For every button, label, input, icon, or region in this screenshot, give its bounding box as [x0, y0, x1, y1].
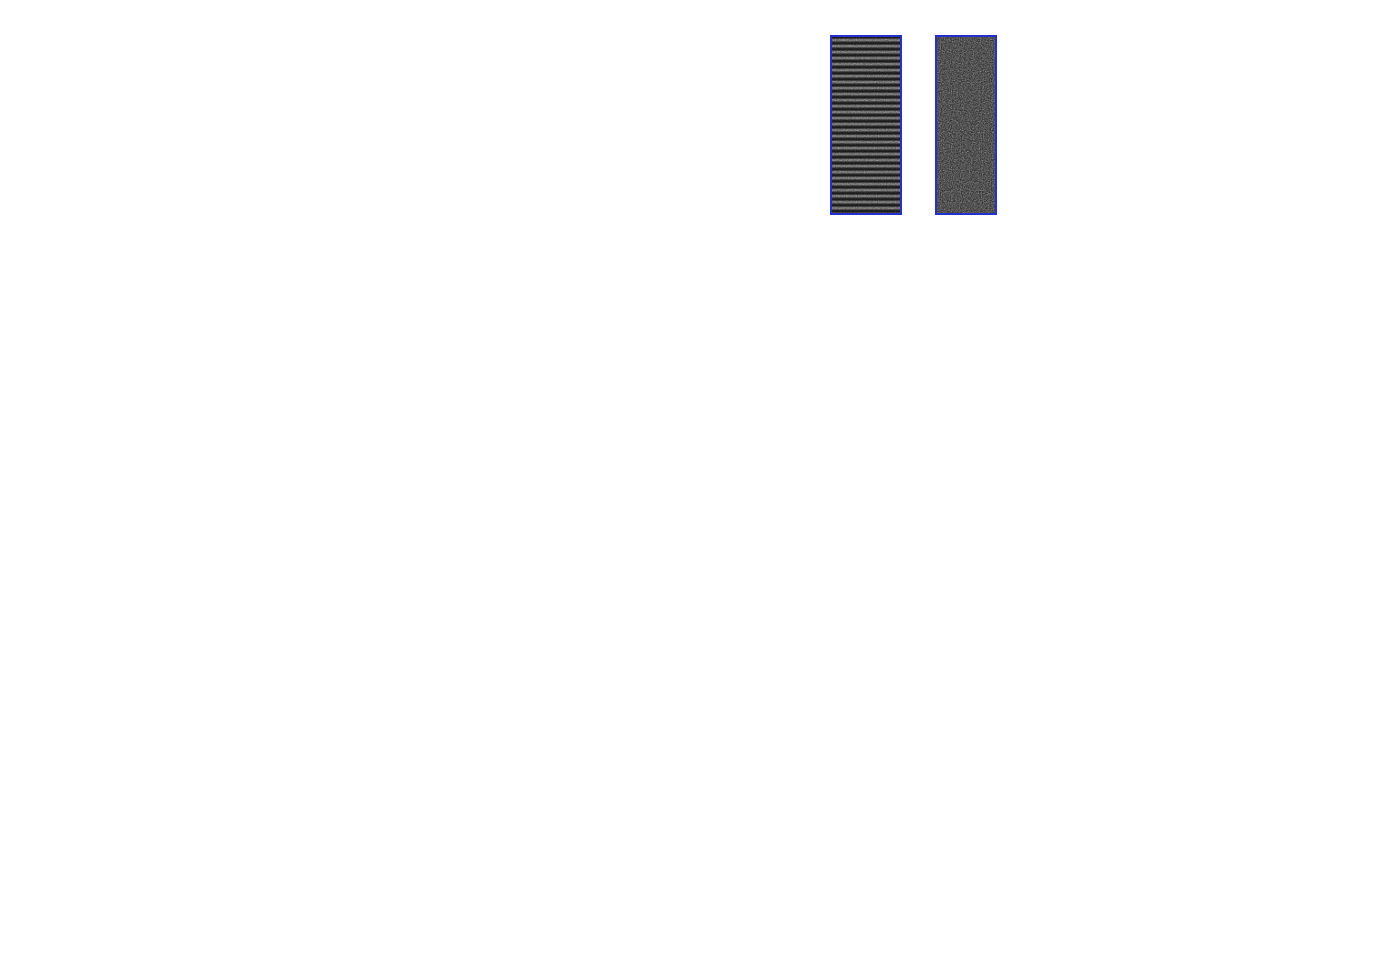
with-sky-noise-overlay	[832, 37, 900, 213]
line-fit-zoom-plot	[1014, 46, 1309, 216]
fiber-positions-panel	[48, 522, 258, 698]
with-sky-panel	[828, 33, 904, 215]
clean-image-noise-overlay	[937, 37, 995, 213]
spectrum-plot	[95, 338, 1310, 460]
header-meta	[1304, 5, 1334, 50]
hsc-image-panel	[418, 522, 628, 698]
cutout-grid	[440, 30, 840, 280]
clean-image	[935, 35, 997, 215]
lineflux-map-panel	[233, 522, 443, 698]
with-sky-image	[830, 35, 902, 215]
clean-image-panel	[930, 33, 1002, 215]
